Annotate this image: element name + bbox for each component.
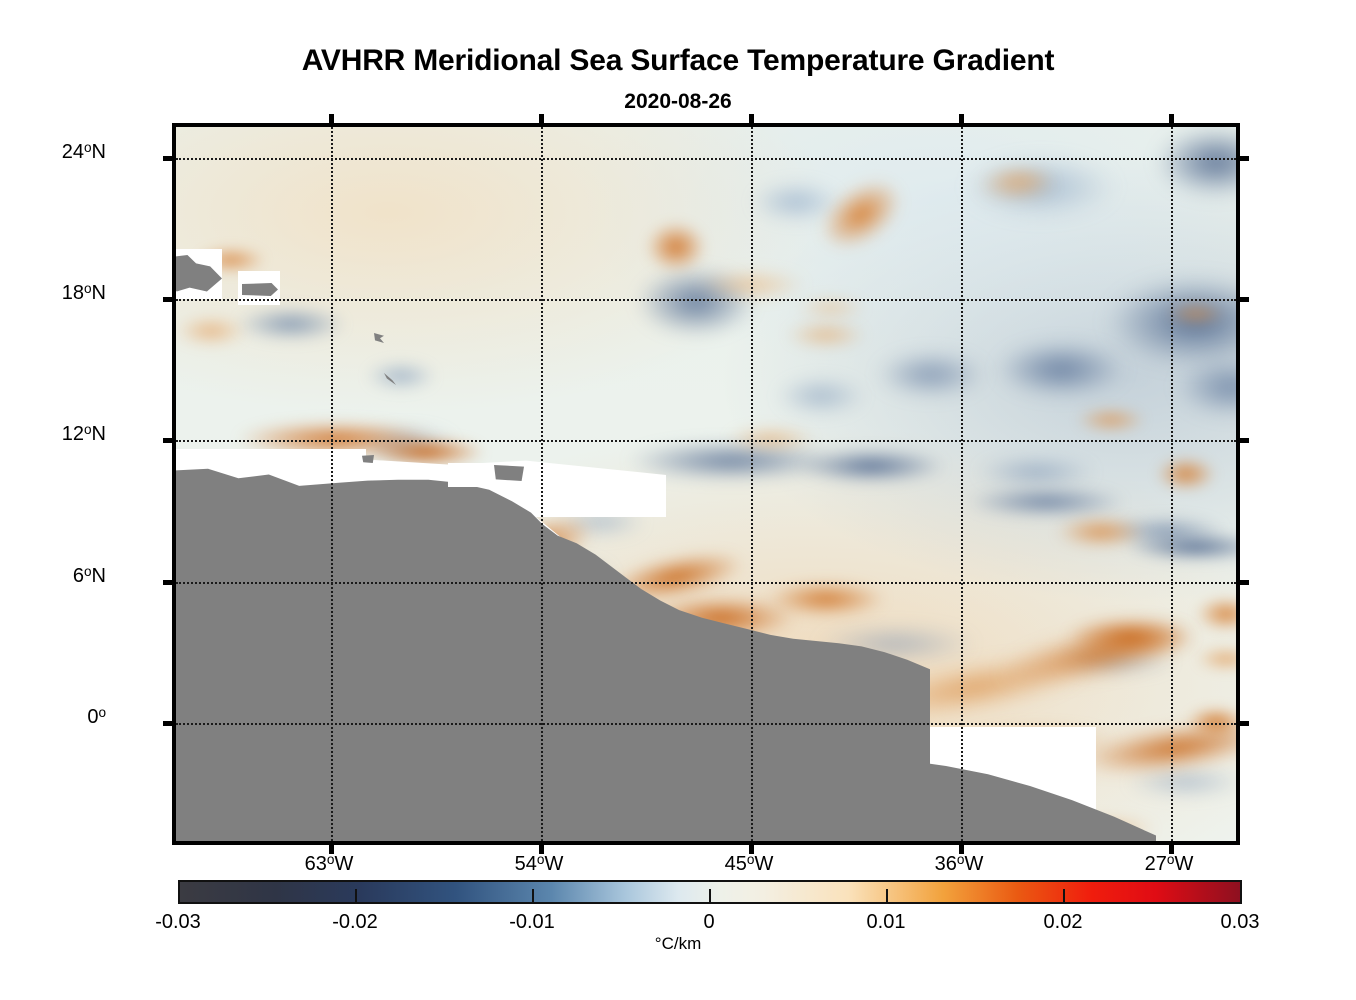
coastal-inlet — [294, 457, 346, 477]
page-title: AVHRR Meridional Sea Surface Temperature… — [301, 44, 1055, 77]
ytick-0 — [163, 721, 176, 726]
colorbar-label-pos002: 0.02 — [1043, 911, 1083, 933]
colorbar-tick-neg001 — [532, 889, 534, 904]
hemisphere-letter: N — [91, 141, 106, 164]
ytick-label-value: 18 — [61, 282, 84, 305]
xtick-label-value: 27 — [1144, 853, 1167, 876]
hemisphere-letter: N — [91, 282, 106, 305]
gridline-lon-45 — [751, 127, 753, 841]
xtick-label-27w: 27oW — [1089, 852, 1249, 876]
xtick-label-36w: 36oW — [879, 852, 1039, 876]
ytick-right-6 — [1236, 580, 1249, 585]
ytick-label-24n: 24oN — [0, 140, 106, 164]
gridline-lat-12 — [176, 440, 1236, 442]
ytick-right-24 — [1236, 156, 1249, 161]
xtick-27 — [1169, 841, 1174, 854]
degree-symbol: o — [326, 852, 335, 867]
aruba-island — [362, 455, 374, 463]
gridline-lon-63 — [331, 127, 333, 841]
xtick-top-36 — [959, 114, 964, 127]
xtick-label-value: 54 — [514, 853, 537, 876]
ytick-label-value: 0 — [87, 706, 99, 729]
hemisphere-letter: W — [754, 853, 774, 876]
gridline-lat-6 — [176, 582, 1236, 584]
ytick-12 — [163, 438, 176, 443]
gridline-lat-0 — [176, 723, 1236, 725]
degree-symbol: o — [98, 704, 106, 720]
ytick-label-value: 12 — [61, 423, 84, 446]
ytick-24 — [163, 156, 176, 161]
ytick-label-value: 6 — [72, 565, 84, 588]
graticule — [176, 127, 1236, 841]
xtick-top-27 — [1169, 114, 1174, 127]
hemisphere-letter: W — [544, 853, 564, 876]
trinidad-island — [494, 465, 524, 481]
hemisphere-letter: N — [91, 565, 106, 588]
ytick-label-6n: 6oN — [0, 564, 106, 588]
map-plot-area[interactable] — [163, 114, 1249, 854]
hemisphere-letter: N — [91, 423, 106, 446]
ytick-right-0 — [1236, 721, 1249, 726]
landmass-layer — [176, 127, 1236, 841]
degree-symbol: o — [83, 421, 92, 437]
ytick-label-0: 0o — [0, 705, 106, 729]
page-subtitle: 2020-08-26 — [624, 90, 732, 113]
hemisphere-letter: W — [334, 853, 354, 876]
ytick-label-value: 24 — [61, 141, 84, 164]
ytick-right-18 — [1236, 297, 1249, 302]
colorbar[interactable] — [178, 880, 1242, 904]
xtick-top-63 — [329, 114, 334, 127]
degree-symbol: o — [83, 280, 92, 296]
gridline-lon-36 — [961, 127, 963, 841]
gridline-lon-54 — [541, 127, 543, 841]
xtick-label-54w: 54oW — [459, 852, 619, 876]
puerto-rico-island — [242, 283, 278, 296]
colorbar-label-neg001: -0.01 — [509, 911, 555, 933]
xtick-63 — [329, 841, 334, 854]
xtick-label-value: 36 — [934, 853, 957, 876]
degree-symbol: o — [746, 852, 755, 867]
colorbar-label-pos003: 0.03 — [1220, 911, 1260, 933]
xtick-top-45 — [749, 114, 754, 127]
colorbar-label-neg002: -0.02 — [332, 911, 378, 933]
xtick-label-45w: 45oW — [669, 852, 829, 876]
colorbar-tick-neg002 — [355, 889, 357, 904]
ytick-right-12 — [1236, 438, 1249, 443]
xtick-54 — [539, 841, 544, 854]
xtick-top-54 — [539, 114, 544, 127]
xtick-36 — [959, 841, 964, 854]
degree-symbol: o — [1166, 852, 1175, 867]
lesser-antilles-island — [374, 333, 384, 343]
xtick-label-value: 45 — [724, 853, 747, 876]
map-canvas — [176, 127, 1236, 841]
degree-symbol: o — [956, 852, 965, 867]
ytick-18 — [163, 297, 176, 302]
colorbar-unit-label: °C/km — [654, 934, 702, 953]
xtick-label-63w: 63oW — [249, 852, 409, 876]
ytick-label-18n: 18oN — [0, 281, 106, 305]
degree-symbol: o — [83, 139, 92, 155]
ytick-label-12n: 12oN — [0, 422, 106, 446]
xtick-45 — [749, 841, 754, 854]
colorbar-tick-pos002 — [1063, 889, 1065, 904]
degree-symbol: o — [83, 563, 92, 579]
gridline-lon-27 — [1171, 127, 1173, 841]
hemisphere-letter: W — [1174, 853, 1194, 876]
hemisphere-letter: W — [964, 853, 984, 876]
gridline-lat-18 — [176, 299, 1236, 301]
colorbar-label-zero: 0 — [703, 911, 715, 933]
colorbar-tick-zero — [709, 889, 711, 904]
xtick-label-value: 63 — [304, 853, 327, 876]
colorbar-label-pos001: 0.01 — [866, 911, 906, 933]
ytick-6 — [163, 580, 176, 585]
colorbar-tick-pos001 — [886, 889, 888, 904]
degree-symbol: o — [536, 852, 545, 867]
gridline-lat-24 — [176, 158, 1236, 160]
colorbar-label-neg003: -0.03 — [155, 911, 201, 933]
